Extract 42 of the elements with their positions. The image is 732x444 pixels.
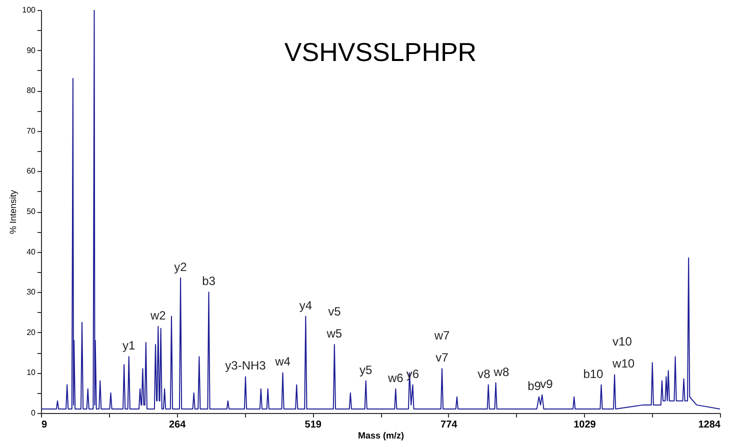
annotation: w5 — [326, 326, 342, 340]
annotation: w8 — [492, 364, 510, 379]
x-tick-label: 1284 — [698, 420, 721, 430]
x-tick-label: 264 — [168, 420, 186, 430]
y-tick-label: 0 — [31, 408, 36, 418]
annotation: v5 — [328, 304, 342, 318]
text: VSHVSSLPHPR — [284, 37, 477, 67]
y-tick-label: 10 — [26, 368, 36, 378]
annotation: v10 — [612, 334, 632, 349]
y-tick-label: 80 — [26, 86, 36, 96]
y-tick-label: 30 — [26, 288, 36, 297]
annotation: y2 — [174, 260, 188, 274]
annotation: w4 — [274, 354, 291, 369]
annotation: b9 — [528, 378, 542, 393]
annotation: v9 — [540, 376, 554, 391]
annotation: y1 — [122, 338, 136, 353]
y-tick-label: 90 — [26, 46, 36, 55]
x-tick-label: 1029 — [574, 420, 596, 430]
annotation: y3-NH3 — [225, 358, 266, 373]
y-tick-label: 40 — [26, 247, 36, 256]
y-tick-label: 20 — [26, 328, 36, 337]
y-tick-label: 50 — [26, 207, 36, 216]
y-tick-label: 60 — [26, 166, 36, 176]
annotation: b10 — [583, 366, 604, 381]
x-tick-label: 774 — [440, 420, 458, 430]
y-tick-label: 70 — [26, 126, 36, 136]
annotation: w7 — [433, 328, 450, 343]
x-axis-title: Mass (m/z) — [358, 430, 404, 440]
annotation: w10 — [612, 356, 635, 371]
annotation: y6 — [406, 366, 420, 381]
line-series — [41, 10, 720, 410]
y-axis-title: % Intensity — [8, 189, 18, 234]
x-tick-label: 9 — [42, 420, 48, 430]
annotation: y5 — [360, 362, 373, 377]
annotation: v7 — [436, 350, 449, 365]
annotation: b3 — [202, 274, 216, 288]
x-tick-label: 519 — [304, 420, 322, 430]
annotation: v8 — [478, 366, 491, 381]
annotation: w6 — [387, 370, 404, 385]
y-tick-label: 100 — [22, 6, 36, 14]
annotation: w2 — [149, 308, 166, 322]
annotation: y4 — [299, 298, 312, 312]
